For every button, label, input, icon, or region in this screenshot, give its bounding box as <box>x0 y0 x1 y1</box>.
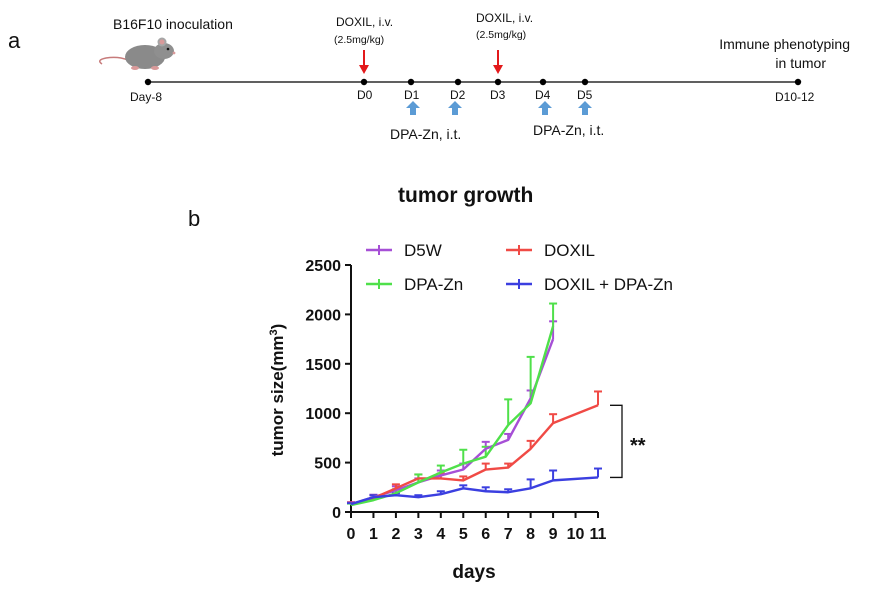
x-tick-label: 7 <box>504 526 513 543</box>
y-axis-title-close: ) <box>268 324 287 330</box>
tick-d2: D2 <box>450 88 466 102</box>
mouse-icon <box>99 37 176 70</box>
x-tick-label: 6 <box>481 526 490 543</box>
dpa-arrow-d2 <box>448 101 462 115</box>
x-tick-label: 9 <box>549 526 558 543</box>
y-axis-title-main: tumor size(mm <box>268 335 287 456</box>
timeline <box>144 50 802 115</box>
y-axis-title: tumor size(mm3) <box>268 324 287 457</box>
tick-d10-12: D10-12 <box>775 90 815 104</box>
dot-d0 <box>360 78 368 86</box>
y-tick-label: 2000 <box>305 307 341 324</box>
x-tick-label: 2 <box>391 526 400 543</box>
y-tick-label: 2500 <box>305 258 341 275</box>
y-tick-label: 1000 <box>305 406 341 423</box>
significance-label: ** <box>630 435 646 457</box>
legend-label: D5W <box>404 241 442 260</box>
tick-d5: D5 <box>577 88 593 102</box>
endpoint-label-line2: in tumor <box>775 55 826 71</box>
doxil-label-d0: DOXIL, i.v. <box>336 15 394 29</box>
x-tick-label: 10 <box>567 526 585 543</box>
dpa-label-first: DPA-Zn, i.t. <box>390 126 462 142</box>
series-line-1 <box>350 404 599 506</box>
y-tick-label: 500 <box>314 456 341 473</box>
svg-text:tumor size(mm3): tumor size(mm3) <box>268 324 287 457</box>
y-axis-title-sup: 3 <box>268 329 280 335</box>
series-line-3 <box>350 476 599 506</box>
y-tick-label: 1500 <box>305 357 341 374</box>
doxil-arrow-d0 <box>359 50 369 74</box>
x-tick-label: 1 <box>369 526 378 543</box>
legend-label: DOXIL + DPA-Zn <box>544 275 673 294</box>
dpa-arrow-d4 <box>538 101 552 115</box>
dot-d2 <box>454 78 462 86</box>
x-axis-title: days <box>452 562 495 583</box>
tick-d3: D3 <box>490 88 506 102</box>
timeline-dots <box>144 78 802 86</box>
dpa-arrows <box>406 101 592 115</box>
panel-a-letter: a <box>8 28 21 53</box>
inoculation-label: B16F10 inoculation <box>113 16 233 32</box>
x-tick-label: 3 <box>414 526 423 543</box>
x-tick-label: 8 <box>526 526 535 543</box>
tick-d1: D1 <box>404 88 420 102</box>
doxil-dose-d0: (2.5mg/kg) <box>334 34 385 46</box>
dot-d10-12 <box>794 78 802 86</box>
doxil-label-d3: DOXIL, i.v. <box>476 11 534 25</box>
dot-d1 <box>407 78 415 86</box>
dpa-arrow-d1 <box>406 101 420 115</box>
dot-d3 <box>494 78 502 86</box>
dot-day-8 <box>144 78 152 86</box>
tick-day-8: Day-8 <box>130 90 163 104</box>
x-tick-label: 0 <box>347 526 356 543</box>
dot-d4 <box>539 78 547 86</box>
panel-b-letter: b <box>188 206 201 231</box>
endpoint-label-line1: Immune phenotyping <box>719 36 850 52</box>
dpa-arrow-d5 <box>578 101 592 115</box>
x-tick-label: 5 <box>459 526 468 543</box>
dot-d5 <box>581 78 589 86</box>
chart-title: tumor growth <box>398 184 534 207</box>
legend-label: DPA-Zn <box>404 275 463 294</box>
y-tick-label: 0 <box>332 505 341 522</box>
tick-d4: D4 <box>535 88 551 102</box>
doxil-arrow-d3 <box>493 50 503 74</box>
significance-bracket <box>610 404 623 479</box>
doxil-dose-d3: (2.5mg/kg) <box>476 29 527 41</box>
dpa-label-second: DPA-Zn, i.t. <box>533 122 605 138</box>
x-tick-label: 4 <box>436 526 445 543</box>
x-tick-label: 11 <box>590 526 607 543</box>
tick-d0: D0 <box>357 88 373 102</box>
legend-label: DOXIL <box>544 241 595 260</box>
